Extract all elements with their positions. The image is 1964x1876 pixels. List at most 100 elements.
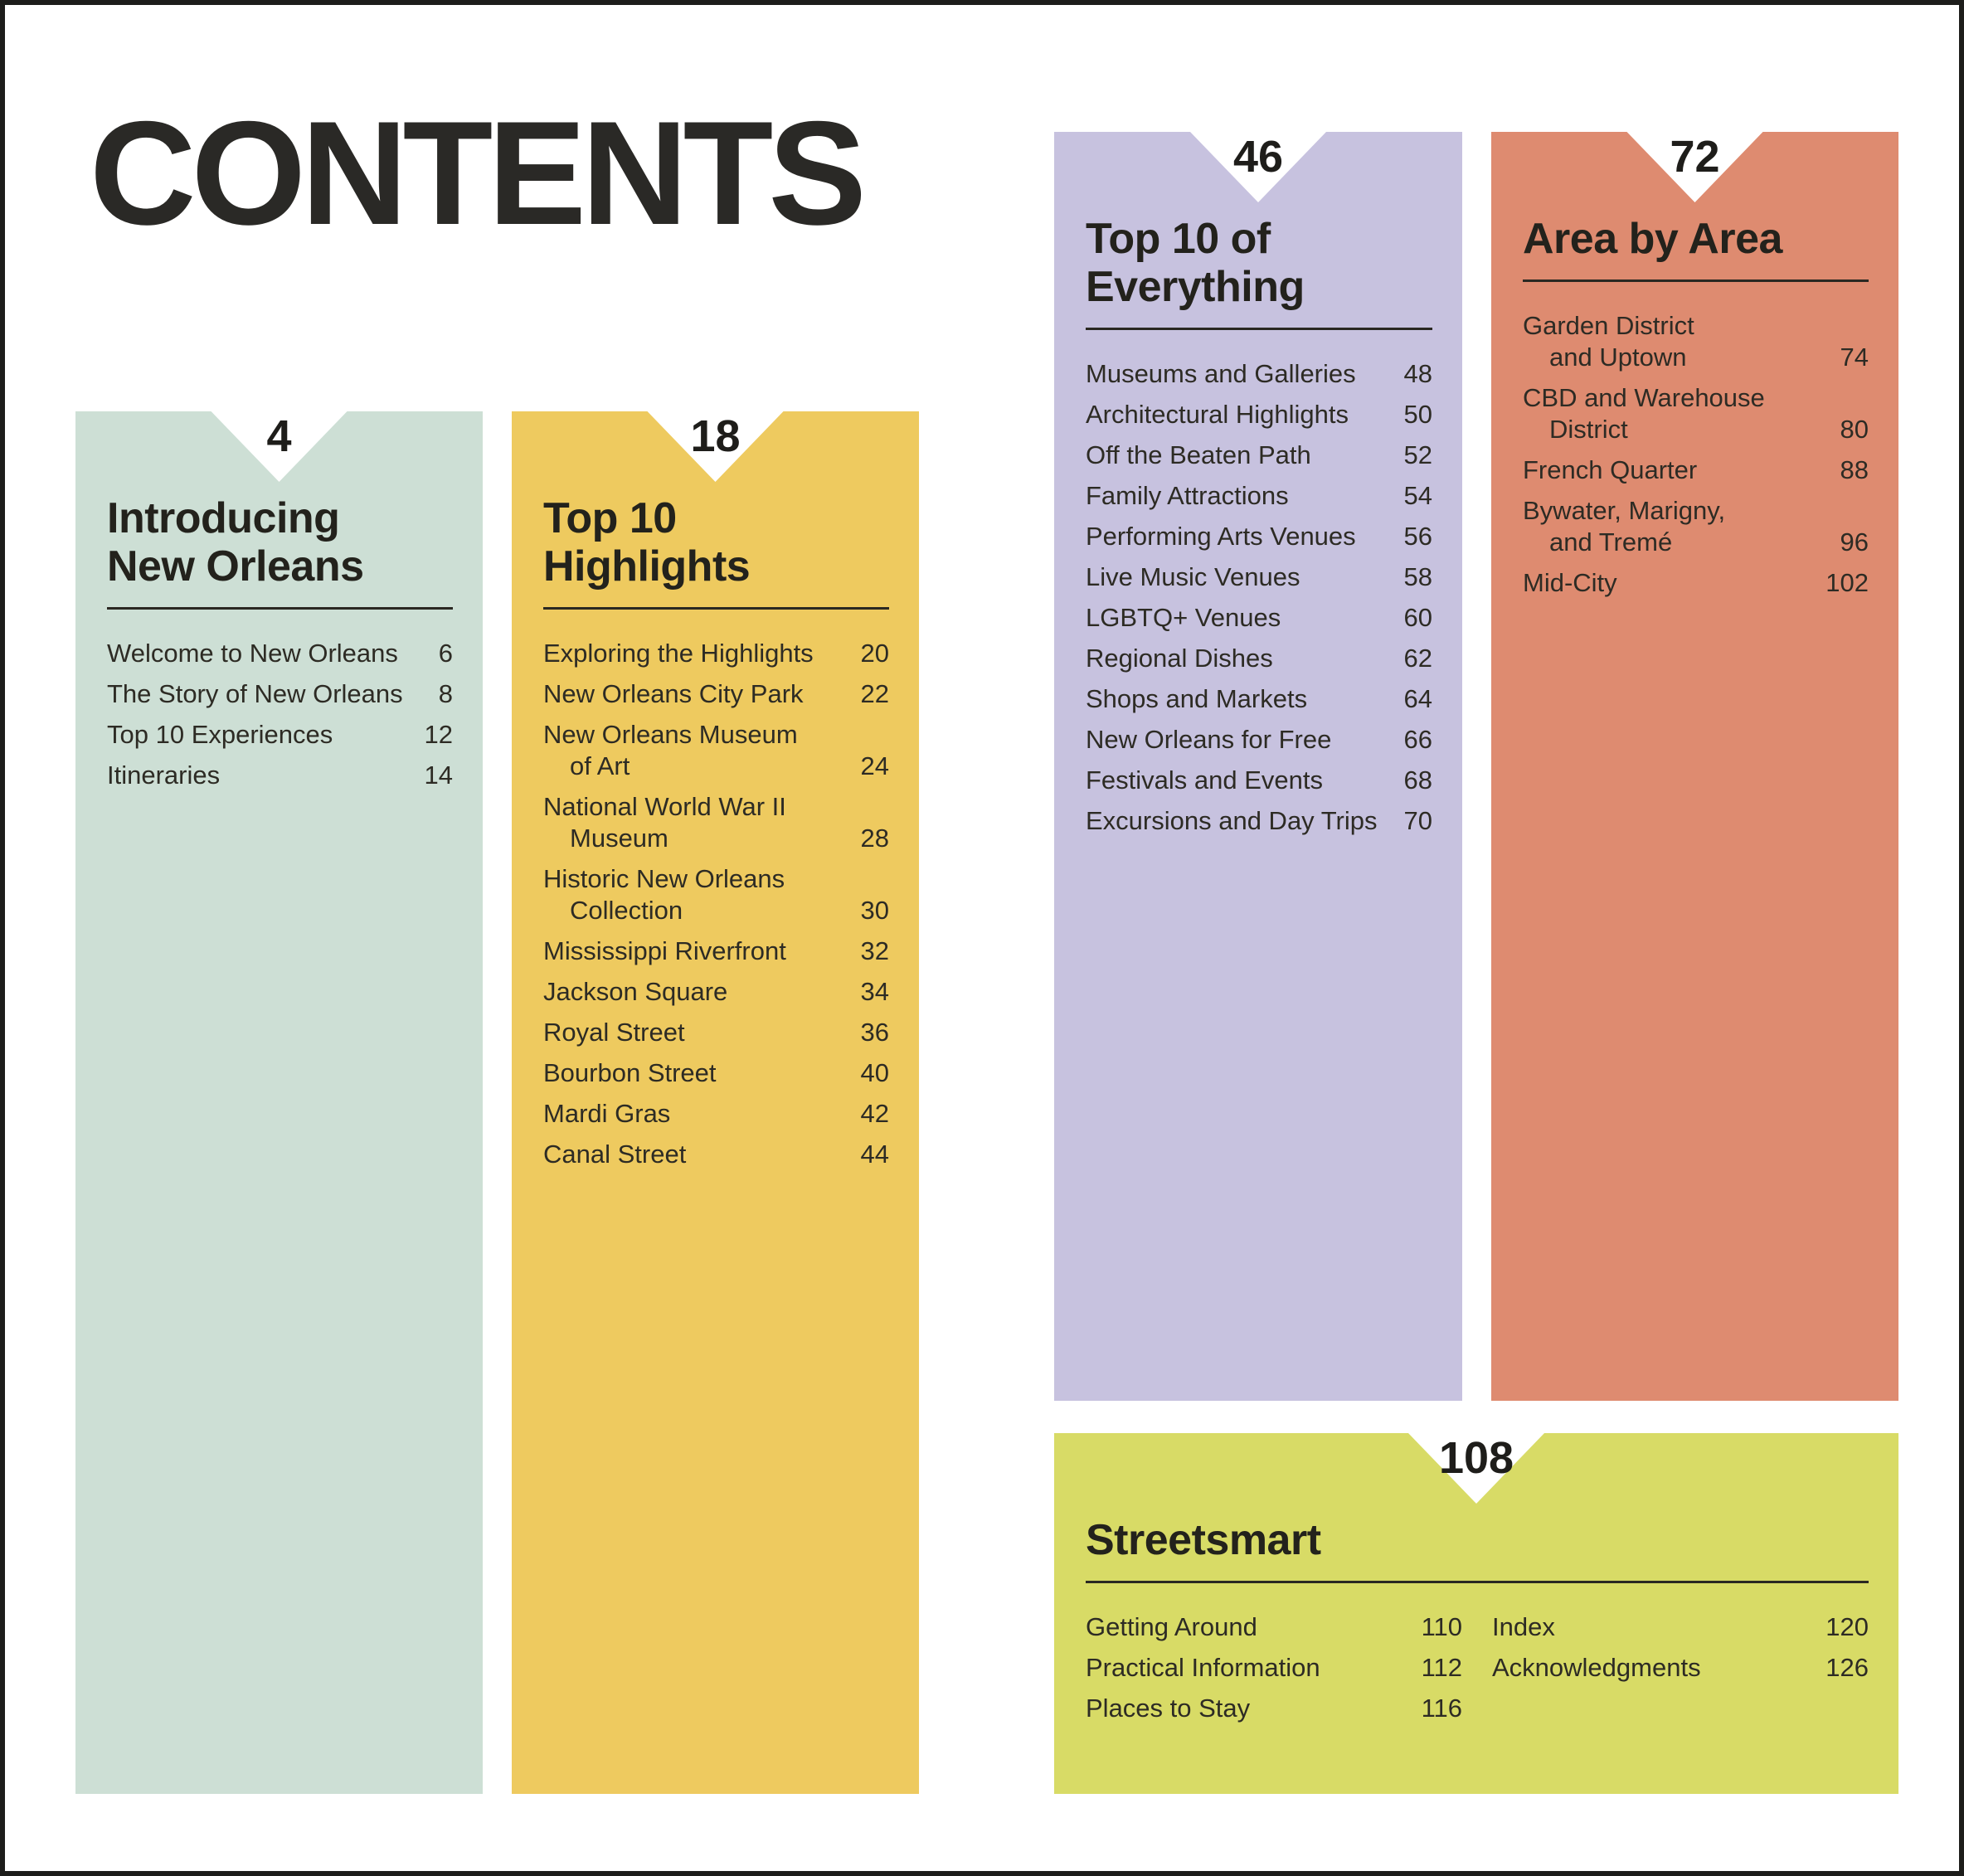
- toc-entry: Museums and Galleries 48: [1086, 358, 1432, 390]
- toc-entry-page: 120: [1825, 1612, 1869, 1641]
- toc-entry: LGBTQ+ Venues 60: [1086, 602, 1432, 634]
- toc-entry: Places to Stay 116: [1086, 1693, 1462, 1724]
- toc-entry: Bourbon Street 40: [543, 1057, 889, 1089]
- toc-entry: Performing Arts Venues 56: [1086, 521, 1432, 552]
- toc-entry: Exploring the Highlights 20: [543, 638, 889, 669]
- toc-entry-page: 34: [860, 977, 889, 1006]
- toc-entry-page: 74: [1840, 343, 1869, 372]
- section-top-10-of-everything: 46 Top 10 of Everything Museums and Gall…: [1054, 132, 1462, 1401]
- toc-entry-page: 88: [1840, 455, 1869, 484]
- divider-rule: [1086, 1581, 1869, 1583]
- toc-entry: Practical Information 112: [1086, 1652, 1462, 1684]
- page-title: CONTENTS: [90, 90, 867, 255]
- toc-entry: New Orleans for Free 66: [1086, 724, 1432, 756]
- toc-entry-page: 66: [1403, 725, 1432, 754]
- toc-entry-label: New Orleans City Park: [543, 679, 804, 708]
- toc-entry: Getting Around 110: [1086, 1611, 1462, 1643]
- toc-entry: Royal Street 36: [543, 1017, 889, 1048]
- toc-entry: Family Attractions 54: [1086, 480, 1432, 512]
- toc-entry-label: Places to Stay: [1086, 1694, 1251, 1723]
- toc-entry-page: 68: [1403, 765, 1432, 795]
- toc-entry-label: Museums and Galleries: [1086, 359, 1356, 388]
- toc-entry-label: The Story of New Orleans: [107, 679, 403, 708]
- toc-list: Garden District and Uptown 74 CBD and War…: [1523, 310, 1869, 599]
- toc-entry: Architectural Highlights 50: [1086, 399, 1432, 430]
- toc-entry-label: Festivals and Events: [1086, 765, 1324, 795]
- toc-entry: Regional Dishes 62: [1086, 643, 1432, 674]
- section-title: Streetsmart: [1086, 1516, 1321, 1564]
- toc-entry-page: 116: [1421, 1694, 1462, 1723]
- toc-two-column-wrap: Getting Around 110 Practical Information…: [1086, 1611, 1869, 1733]
- toc-entry-page: 42: [860, 1099, 889, 1128]
- toc-entry: Bywater, Marigny, and Tremé 96: [1523, 495, 1869, 558]
- toc-entry-label: LGBTQ+ Venues: [1086, 603, 1281, 632]
- toc-entry-label: Garden District and Uptown: [1523, 311, 1694, 372]
- toc-entry-page: 62: [1403, 644, 1432, 673]
- toc-entry-label: Mississippi Riverfront: [543, 936, 786, 965]
- toc-entry-page: 48: [1403, 359, 1432, 388]
- toc-entry-label: Mid-City: [1523, 568, 1617, 597]
- toc-entry-label: Royal Street: [543, 1018, 685, 1047]
- divider-rule: [1086, 328, 1432, 330]
- toc-entry: The Story of New Orleans 8: [107, 678, 453, 710]
- toc-entry-page: 110: [1421, 1612, 1462, 1641]
- section-background: [512, 411, 919, 1794]
- toc-entry: Off the Beaten Path 52: [1086, 440, 1432, 471]
- toc-entry: Index 120: [1492, 1611, 1869, 1643]
- toc-entry-label: Top 10 Experiences: [107, 720, 333, 749]
- toc-entry-label: Practical Information: [1086, 1653, 1320, 1682]
- toc-entry: National World War II Museum 28: [543, 791, 889, 854]
- toc-entry-page: 126: [1825, 1653, 1869, 1682]
- toc-entry: French Quarter 88: [1523, 454, 1869, 486]
- toc-entry: Jackson Square 34: [543, 976, 889, 1008]
- toc-entry-label: French Quarter: [1523, 455, 1698, 484]
- section-background: [1491, 132, 1898, 1401]
- toc-entry: Historic New Orleans Collection 30: [543, 863, 889, 926]
- toc-entry-page: 64: [1403, 684, 1432, 713]
- toc-entry: Top 10 Experiences 12: [107, 719, 453, 751]
- toc-entry-page: 40: [860, 1058, 889, 1087]
- toc-list-left: Getting Around 110 Practical Information…: [1086, 1611, 1462, 1733]
- toc-entry-label: Bourbon Street: [543, 1058, 717, 1087]
- toc-entry: Excursions and Day Trips 70: [1086, 805, 1432, 837]
- toc-entry-label: Canal Street: [543, 1140, 687, 1169]
- toc-entry: Live Music Venues 58: [1086, 561, 1432, 593]
- toc-entry-label: New Orleans for Free: [1086, 725, 1332, 754]
- toc-entry: Festivals and Events 68: [1086, 765, 1432, 796]
- toc-entry-label: Shops and Markets: [1086, 684, 1308, 713]
- section-background: [1054, 132, 1462, 1401]
- toc-entry-label: Index: [1492, 1612, 1555, 1641]
- section-start-page-number: 46: [1232, 132, 1284, 182]
- section-introducing-new-orleans: 4 Introducing New Orleans Welcome to New…: [75, 411, 483, 1794]
- toc-entry: Mid-City 102: [1523, 567, 1869, 599]
- section-title: Top 10 of Everything: [1086, 215, 1305, 311]
- toc-entry: Canal Street 44: [543, 1139, 889, 1170]
- section-start-page-number: 4: [266, 411, 292, 461]
- toc-entry-label: Family Attractions: [1086, 481, 1289, 510]
- toc-list-right: Index 120 Acknowledgments 126: [1492, 1611, 1869, 1733]
- toc-entry-page: 96: [1840, 527, 1869, 556]
- section-streetsmart: 108 Streetsmart Getting Around 110 Pract…: [1054, 1433, 1898, 1794]
- toc-entry-page: 60: [1403, 603, 1432, 632]
- toc-list: Museums and Galleries 48 Architectural H…: [1086, 358, 1432, 837]
- toc-entry-page: 22: [860, 679, 889, 708]
- toc-entry-page: 54: [1403, 481, 1432, 510]
- toc-entry-page: 50: [1403, 400, 1432, 429]
- section-title: Introducing New Orleans: [107, 494, 364, 591]
- toc-entry-label: Performing Arts Venues: [1086, 522, 1356, 551]
- toc-entry-page: 30: [860, 896, 889, 925]
- toc-entry-label: CBD and Warehouse District: [1523, 383, 1765, 444]
- toc-entry-page: 70: [1403, 806, 1432, 835]
- toc-entry-page: 14: [424, 761, 453, 790]
- toc-entry-label: Getting Around: [1086, 1612, 1257, 1641]
- section-title: Area by Area: [1523, 215, 1782, 263]
- toc-entry: Shops and Markets 64: [1086, 683, 1432, 715]
- toc-entry: New Orleans Museum of Art 24: [543, 719, 889, 782]
- toc-entry: Mississippi Riverfront 32: [543, 936, 889, 967]
- toc-entry: Itineraries 14: [107, 760, 453, 791]
- section-start-page-number: 72: [1670, 132, 1720, 182]
- toc-entry-label: Mardi Gras: [543, 1099, 671, 1128]
- toc-entry: New Orleans City Park 22: [543, 678, 889, 710]
- toc-entry-label: Historic New Orleans Collection: [543, 864, 785, 925]
- section-top-10-highlights: 18 Top 10 Highlights Exploring the Highl…: [512, 411, 919, 1794]
